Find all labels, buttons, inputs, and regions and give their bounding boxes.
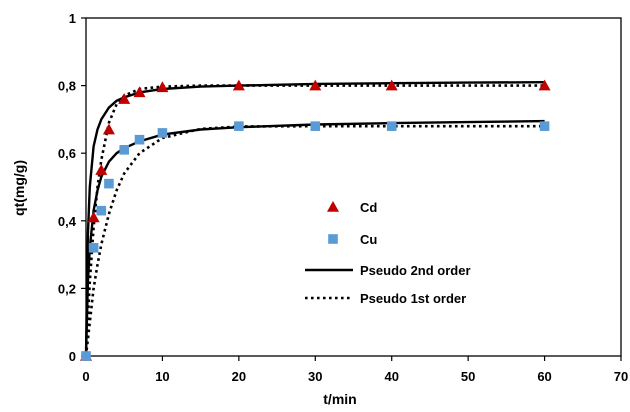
x-tick-label: 50 [461,369,475,384]
data-point-cu [310,121,321,131]
x-tick-label: 60 [537,369,551,384]
x-tick-label: 20 [232,369,246,384]
data-point-cd [309,79,322,91]
x-tick-label: 0 [82,369,89,384]
legend-marker-cu [328,234,338,244]
legend-label: Cu [360,232,377,247]
data-markers [80,79,551,361]
data-point-cu [386,121,397,131]
data-point-cu [88,243,99,253]
y-tick-label: 0,4 [58,214,77,229]
x-tick-label: 40 [384,369,398,384]
plot-border [85,17,622,357]
data-point-cu [81,351,91,361]
data-point-cd [232,79,245,91]
pseudo-1st-order-curve-cu [84,124,545,357]
x-tick-label: 30 [308,369,322,384]
data-point-cd [95,164,108,175]
x-axis-ticks: 0 10 20 30 40 50 60 70 [82,356,628,384]
legend-label: Pseudo 2nd order [360,263,471,278]
data-point-cu [96,205,107,216]
x-tick-label: 10 [155,369,169,384]
data-point-cu [234,121,244,131]
y-tick-label: 0 [69,349,76,364]
y-axis-title: qt(mg/g) [11,160,27,216]
legend-marker-cd [327,201,339,212]
legend: Cd Cu Pseudo 2nd order Pseudo 1st order [305,200,471,306]
legend-label: Pseudo 1st order [360,291,466,306]
x-axis-title: t/min [323,391,356,407]
y-tick-label: 1 [69,11,76,26]
data-point-cd [87,211,100,223]
legend-label: Cd [360,200,377,215]
data-point-cd [385,79,398,91]
data-point-cu [134,134,145,145]
data-point-cu [119,145,130,155]
data-point-cd [133,86,146,98]
data-point-cd [156,81,169,93]
y-tick-label: 0,8 [58,79,76,94]
x-tick-label: 70 [614,369,628,384]
y-tick-label: 0,6 [58,146,76,161]
plot-area-frame [85,17,622,357]
y-axis-ticks: 0 0,2 0,4 0,6 0,8 1 [58,11,86,364]
data-point-cu [539,121,550,131]
y-tick-label: 0,2 [58,281,76,296]
data-point-cd [102,123,115,135]
data-point-cu [104,178,114,189]
data-point-cd [118,93,131,104]
data-point-cu [157,128,168,138]
data-point-cd [538,79,551,91]
